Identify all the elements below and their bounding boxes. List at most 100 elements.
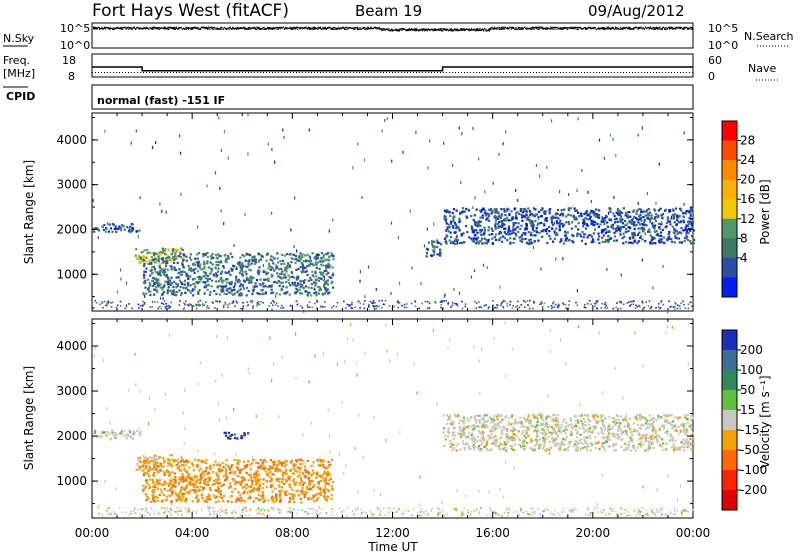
nsky-point [397, 30, 398, 31]
power-point [197, 291, 199, 293]
power-point [552, 217, 554, 219]
power-point [569, 300, 571, 302]
power-point [626, 302, 628, 304]
power-point [644, 219, 646, 221]
power-point [662, 265, 663, 268]
power-point [150, 306, 152, 308]
velocity-point [323, 495, 325, 497]
power-point [577, 305, 579, 307]
velocity-point [297, 475, 299, 477]
velocity-point [173, 482, 175, 484]
nsky-point [351, 28, 352, 29]
nsky-point [607, 27, 608, 28]
power-point [144, 249, 146, 251]
nsky-point [440, 30, 441, 31]
power-point [258, 301, 260, 303]
nsky-point [556, 27, 557, 28]
power-point [448, 224, 450, 226]
power-point [252, 305, 254, 307]
power-point [301, 254, 303, 256]
freq-label: Freq. [3, 54, 30, 67]
nsky-point [622, 27, 623, 28]
nsky-point [346, 27, 347, 28]
power-point [266, 260, 268, 262]
power-point [228, 157, 229, 160]
velocity-point [169, 482, 171, 484]
power-point [517, 305, 519, 307]
power-point [183, 266, 185, 268]
power-point [636, 213, 638, 215]
power-point [168, 286, 170, 288]
nsky-point [658, 27, 659, 28]
power-point [189, 284, 191, 286]
velocity-point [292, 498, 294, 500]
power-point [602, 241, 604, 243]
power-point [204, 304, 206, 306]
power-point [155, 278, 157, 280]
power-point [143, 303, 145, 305]
velocity-point [213, 480, 215, 482]
power-point [232, 268, 234, 270]
velocity-point [237, 475, 239, 477]
nsky-point [557, 27, 558, 28]
power-point [465, 303, 467, 305]
power-point [279, 285, 281, 287]
power-point [667, 216, 669, 218]
velocity-point [196, 501, 198, 503]
nsky-point [218, 29, 219, 30]
power-point [617, 225, 619, 227]
nsky-point [245, 29, 246, 30]
nsky-point [382, 28, 383, 29]
power-point [554, 222, 555, 225]
power-point [179, 280, 181, 282]
power-point [493, 182, 494, 185]
nsky-point [553, 27, 554, 28]
power-point [693, 239, 695, 241]
nave-tick-top: 60 [708, 54, 722, 67]
power-point [271, 148, 272, 151]
power-point [193, 305, 195, 307]
nsky-point [392, 30, 393, 31]
power-point [542, 306, 544, 308]
power-point [207, 280, 209, 282]
nsky-point [567, 29, 568, 30]
power-point [689, 240, 691, 242]
power-point [525, 301, 527, 303]
velocity-point [258, 490, 260, 492]
power-point [690, 301, 692, 303]
power-point [609, 211, 611, 213]
power-point [311, 283, 313, 285]
velocity-point [174, 485, 176, 487]
nsky-point [364, 29, 365, 30]
velocity-point [273, 464, 275, 466]
power-point [270, 255, 272, 257]
nsky-point [455, 29, 456, 30]
power-point [312, 307, 314, 309]
nsky-point [416, 29, 417, 30]
power-point [682, 301, 684, 303]
power-point [177, 262, 179, 264]
velocity-point [327, 471, 329, 473]
velocity-point [169, 473, 171, 475]
velocity-point [299, 482, 301, 484]
power-point [110, 302, 112, 304]
velocity-point [323, 467, 325, 469]
power-point [172, 250, 174, 252]
power-point [290, 228, 291, 231]
nsky-point [339, 28, 340, 29]
power-point [210, 262, 212, 264]
power-point [691, 235, 693, 237]
nsky-point [635, 27, 636, 28]
nsky-point [199, 29, 200, 30]
power-point [445, 220, 447, 222]
nsky-point [536, 28, 537, 29]
power-point [596, 302, 598, 304]
power-point [576, 235, 578, 237]
nsky-point [563, 28, 564, 29]
power-point [275, 267, 277, 269]
nsky-point [411, 29, 412, 30]
power-point [616, 302, 618, 304]
power-point [217, 271, 219, 273]
nsky-point [539, 27, 540, 28]
power-point [205, 274, 207, 276]
